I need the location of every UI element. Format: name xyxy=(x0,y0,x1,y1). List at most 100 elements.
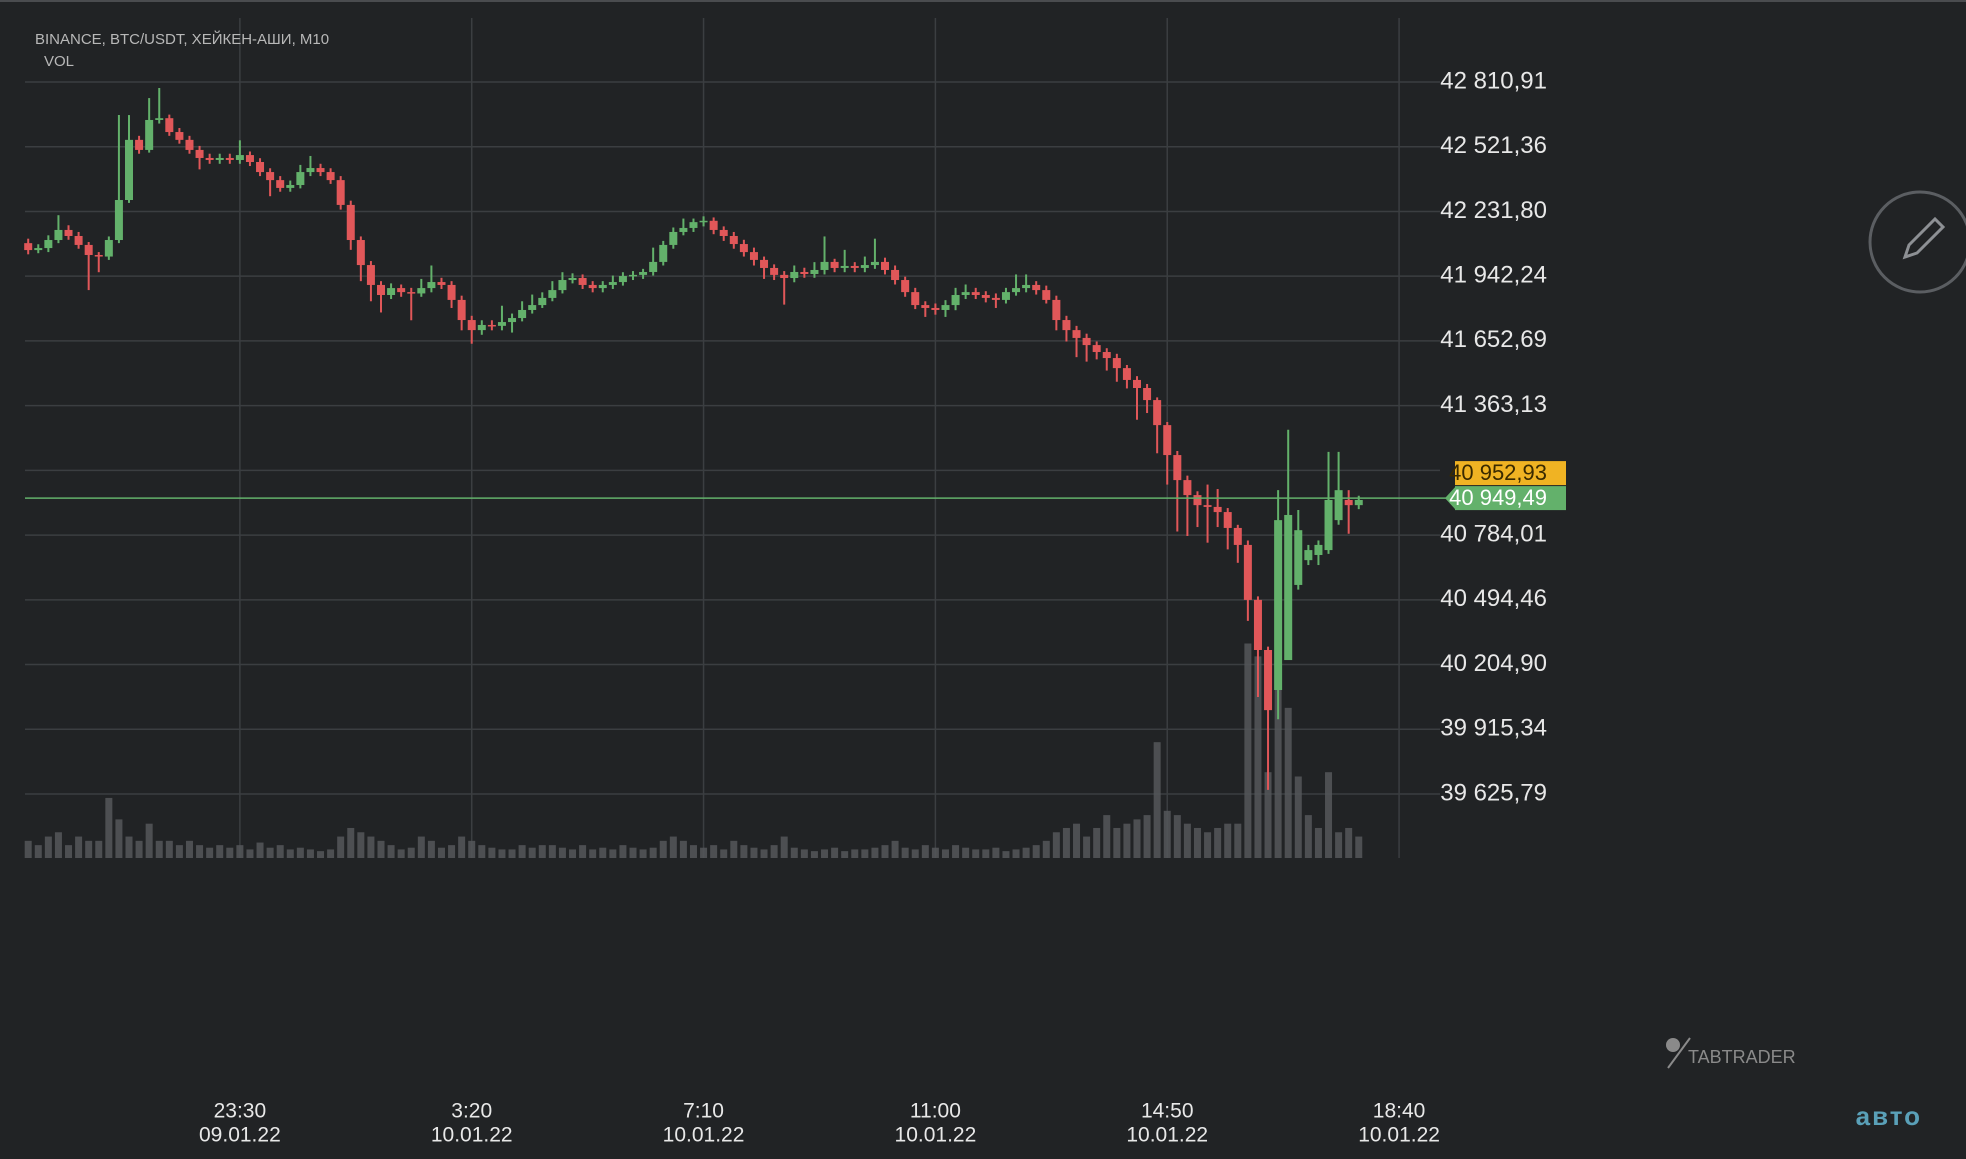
volume-bar xyxy=(256,842,264,858)
price-tag-label: 40 952,93 xyxy=(1449,460,1547,485)
candle-body xyxy=(810,269,819,274)
candle-body xyxy=(891,269,900,281)
candle-body xyxy=(780,274,789,279)
volume-bar xyxy=(780,836,788,858)
volume-bar xyxy=(427,840,435,858)
volume-bar xyxy=(1153,742,1161,858)
candle-body xyxy=(951,295,960,306)
volume-bar xyxy=(468,840,476,858)
volume-bar xyxy=(54,832,62,858)
volume-bar xyxy=(1314,827,1322,858)
volume-bar xyxy=(881,845,889,858)
edit-button[interactable] xyxy=(1868,190,1966,294)
candle-body xyxy=(457,299,466,321)
volume-bar xyxy=(1042,840,1050,858)
volume-bar xyxy=(750,847,758,858)
candle-body xyxy=(719,229,728,236)
volume-bar xyxy=(1264,772,1272,858)
candle-body xyxy=(598,284,607,289)
candle-body xyxy=(225,157,234,160)
volume-bar xyxy=(589,849,597,858)
candle-body xyxy=(870,261,879,266)
candle-body xyxy=(1112,358,1121,369)
candle-body xyxy=(336,180,345,205)
volume-bar xyxy=(800,849,808,858)
candle-body xyxy=(1012,288,1021,293)
volume-bar xyxy=(1224,823,1232,858)
candle-body xyxy=(739,244,748,253)
candle-body xyxy=(74,235,83,245)
volume-bar xyxy=(569,849,577,858)
candle-body xyxy=(306,168,315,173)
scale-mode-button[interactable]: авто xyxy=(1856,1101,1922,1131)
volume-bar xyxy=(740,845,748,858)
candle-body xyxy=(1052,299,1061,321)
volume-bar xyxy=(1214,827,1222,858)
candle-body xyxy=(578,278,587,285)
candle-body xyxy=(1274,520,1283,691)
candle-body xyxy=(316,168,325,173)
candle-body xyxy=(346,204,355,241)
candle-body xyxy=(931,307,940,310)
candle-body xyxy=(1092,345,1101,353)
candle-body xyxy=(709,220,718,230)
candle-body xyxy=(961,292,970,296)
candle-body xyxy=(1193,495,1202,506)
candle-body xyxy=(1304,550,1313,561)
edit-circle[interactable] xyxy=(1868,190,1966,294)
volume-bar xyxy=(1325,772,1333,858)
candle-body xyxy=(44,240,53,249)
volume-bar xyxy=(397,849,405,858)
candle-body xyxy=(497,322,506,326)
volume-bar xyxy=(306,849,314,858)
volume-bar xyxy=(1254,656,1262,858)
candle-body xyxy=(185,139,194,150)
price-tag-arrow xyxy=(1445,486,1456,511)
volume-bar xyxy=(317,851,325,858)
volume-bar xyxy=(1113,827,1121,858)
volume-bar xyxy=(327,849,335,858)
candle-body xyxy=(195,149,204,158)
candle-body xyxy=(1143,388,1152,401)
volume-bar xyxy=(700,847,708,858)
candle-body xyxy=(749,252,758,260)
volume-bar xyxy=(226,847,234,858)
candle-body xyxy=(860,265,869,268)
candle-body xyxy=(215,157,224,160)
x-tick-date: 10.01.22 xyxy=(1358,1124,1440,1147)
volume-bar xyxy=(1032,845,1040,858)
volume-bar xyxy=(931,847,939,858)
volume-bar xyxy=(871,847,879,858)
edit-icon[interactable] xyxy=(1902,216,1946,260)
volume-bar xyxy=(276,845,284,858)
volume-bar xyxy=(417,836,425,858)
volume-bar xyxy=(538,845,546,858)
candle-body xyxy=(387,288,396,296)
volume-bar xyxy=(1002,851,1010,858)
volume-bar xyxy=(1052,832,1060,858)
volume-bar xyxy=(972,849,980,858)
candle-body xyxy=(840,265,849,268)
candle-body xyxy=(1022,284,1031,289)
volume-bar xyxy=(1133,819,1141,858)
volume-bar xyxy=(790,847,798,858)
volume-bar xyxy=(1355,836,1363,858)
candle-body xyxy=(558,280,567,291)
volume-bar xyxy=(85,840,93,858)
volume-bar xyxy=(548,845,556,858)
watermark-icon xyxy=(1667,1037,1691,1069)
volume-bar xyxy=(992,847,1000,858)
candle-body xyxy=(1173,455,1182,481)
volume-bar xyxy=(286,849,294,858)
candle-body xyxy=(366,265,375,285)
volume-bar xyxy=(1103,815,1111,858)
volume-bar xyxy=(861,849,869,858)
candle-body xyxy=(175,132,184,140)
candle-body xyxy=(629,274,637,277)
candle-body xyxy=(568,278,577,281)
candle-body xyxy=(155,118,164,120)
volume-bar xyxy=(619,845,627,858)
